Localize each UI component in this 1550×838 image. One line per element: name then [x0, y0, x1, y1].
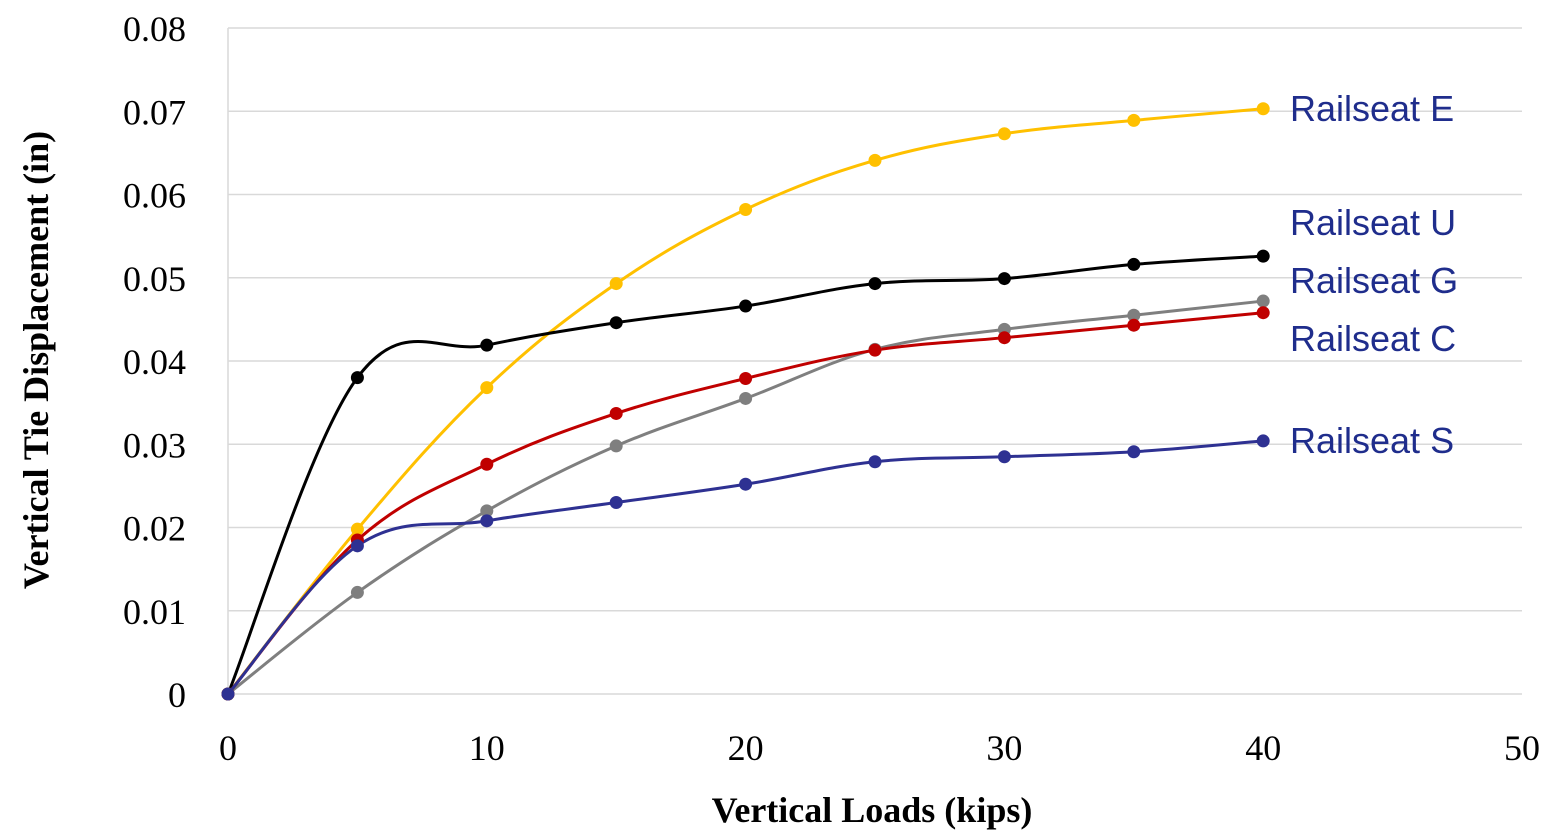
y-tick-label: 0.05 — [123, 259, 186, 299]
data-point — [480, 457, 494, 471]
data-point — [1127, 445, 1141, 459]
series-line-railseat-c — [226, 311, 1264, 695]
x-tick-label: 50 — [1504, 728, 1540, 768]
series-markers — [221, 102, 1270, 701]
data-point — [868, 153, 882, 167]
data-point — [1256, 294, 1270, 308]
data-point — [609, 277, 623, 291]
x-axis-title: Vertical Loads (kips) — [712, 790, 1033, 830]
x-tick-label: 30 — [986, 728, 1022, 768]
x-tick-label: 40 — [1245, 728, 1281, 768]
data-point — [739, 391, 753, 405]
data-point — [1256, 306, 1270, 320]
data-point — [480, 514, 494, 528]
y-tick-label: 0.07 — [123, 92, 186, 132]
data-point — [997, 127, 1011, 141]
data-point — [1127, 318, 1141, 332]
data-point — [997, 450, 1011, 464]
data-point — [480, 381, 494, 395]
data-point — [609, 439, 623, 453]
data-point — [221, 687, 235, 701]
data-point — [1127, 113, 1141, 127]
series-line-railseat-e — [226, 107, 1264, 695]
y-tick-label: 0.08 — [123, 9, 186, 49]
x-tick-labels: 0 10 20 30 40 50 — [219, 728, 1540, 768]
data-point — [1256, 249, 1270, 263]
data-point — [868, 455, 882, 469]
axes — [227, 28, 1522, 695]
y-tick-label: 0 — [168, 675, 186, 715]
y-tick-labels: 0 0.01 0.02 0.03 0.04 0.05 0.06 0.07 0.08 — [123, 9, 186, 715]
data-point — [868, 343, 882, 357]
data-point — [350, 371, 364, 385]
x-tick-label: 0 — [219, 728, 237, 768]
data-point — [739, 477, 753, 491]
data-point — [1256, 434, 1270, 448]
data-point — [350, 522, 364, 536]
series-labels: Railseat E Railseat U Railseat G Railseat C… — [1290, 88, 1458, 461]
data-point — [609, 316, 623, 330]
data-point — [480, 338, 494, 352]
x-tick-label: 10 — [469, 728, 505, 768]
y-tick-label: 0.04 — [123, 342, 186, 382]
data-point — [997, 331, 1011, 345]
data-point — [1256, 102, 1270, 116]
y-axis-title: Vertical Tie Displacement (in) — [16, 131, 56, 589]
series-label: Railseat E — [1290, 88, 1454, 129]
series-label: Railseat G — [1290, 260, 1458, 301]
y-tick-label: 0.02 — [123, 509, 186, 549]
data-point — [609, 406, 623, 420]
data-point — [480, 504, 494, 518]
data-point — [609, 496, 623, 510]
series-line-railseat-u — [226, 254, 1264, 695]
data-point — [997, 272, 1011, 286]
y-tick-label: 0.06 — [123, 176, 186, 216]
series-label: Railseat S — [1290, 420, 1454, 461]
y-tick-label: 0.03 — [123, 425, 186, 465]
data-point — [739, 202, 753, 216]
data-point — [739, 299, 753, 313]
data-point — [1127, 257, 1141, 271]
y-tick-label: 0.01 — [123, 592, 186, 632]
data-point — [868, 277, 882, 291]
series-label: Railseat U — [1290, 202, 1456, 243]
series-label: Railseat C — [1290, 318, 1456, 359]
data-point — [350, 585, 364, 599]
x-tick-label: 20 — [728, 728, 764, 768]
data-point — [1127, 308, 1141, 322]
data-point — [739, 371, 753, 385]
data-point — [350, 539, 364, 553]
